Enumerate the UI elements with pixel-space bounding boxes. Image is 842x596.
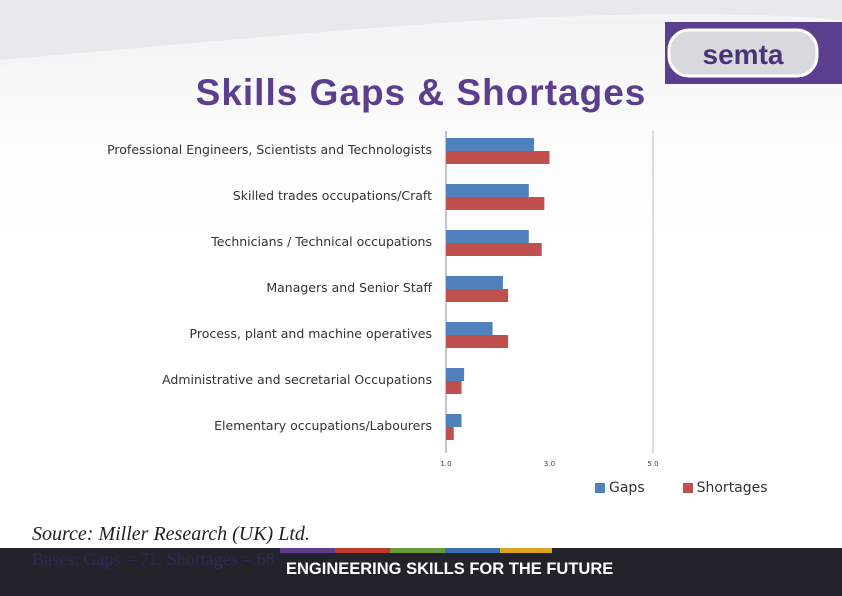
bar-gaps-6 — [446, 414, 462, 427]
logo-text: semta — [703, 39, 784, 70]
legend-swatch-gaps — [595, 483, 605, 493]
category-label: Administrative and secretarial Occupatio… — [162, 372, 432, 387]
bar-shortages-6 — [446, 427, 454, 440]
footer-stripe-red — [335, 548, 390, 553]
legend-label-shortages: Shortages — [696, 480, 768, 496]
semta-logo: semta — [665, 22, 842, 84]
bar-gaps-3 — [446, 276, 503, 289]
footer-tagline: ENGINEERING SKILLS FOR THE FUTURE — [286, 560, 614, 578]
bar-gaps-4 — [446, 322, 493, 335]
bar-shortages-5 — [446, 381, 462, 394]
bar-gaps-2 — [446, 230, 529, 243]
x-tick-label: 1.0 — [440, 460, 451, 468]
bar-gaps-5 — [446, 368, 465, 381]
bar-shortages-1 — [446, 197, 545, 210]
chart-legend: Gaps Shortages — [595, 480, 806, 496]
bar-gaps-0 — [446, 138, 534, 151]
category-label: Process, plant and machine operatives — [189, 326, 432, 341]
bar-chart: 1.0 3.0 5.0 — [440, 131, 659, 468]
category-label: Technicians / Technical occupations — [211, 234, 432, 249]
category-label: Elementary occupations/Labourers — [214, 418, 432, 433]
bar-shortages-0 — [446, 151, 550, 164]
bar-gaps-1 — [446, 184, 529, 197]
footer-stripe-purple — [280, 548, 335, 553]
bar-shortages-3 — [446, 289, 509, 302]
legend-item-gaps: Gaps — [595, 480, 645, 496]
source-note: Source: Miller Research (UK) Ltd. — [32, 523, 310, 545]
bar-shortages-2 — [446, 243, 542, 256]
footer-stripe-blue — [445, 548, 500, 553]
legend-label-gaps: Gaps — [609, 480, 645, 496]
category-label: Managers and Senior Staff — [266, 280, 432, 295]
x-tick-label: 3.0 — [544, 460, 555, 468]
legend-swatch-shortages — [682, 483, 693, 493]
legend-item-shortages: Shortages — [682, 480, 768, 496]
bases-note: Bases: Gaps = 71, Shortages = 68 — [32, 549, 275, 569]
category-label: Skilled trades occupations/Craft — [232, 188, 432, 203]
category-label: Professional Engineers, Scientists and T… — [107, 142, 432, 157]
bar-shortages-4 — [446, 335, 509, 348]
footer-stripe-green — [390, 548, 445, 553]
x-tick-label: 5.0 — [647, 460, 658, 468]
slide-title: Skills Gaps & Shortages — [195, 72, 647, 113]
footer-stripe-yellow — [500, 548, 552, 553]
footer-bar — [0, 548, 842, 596]
